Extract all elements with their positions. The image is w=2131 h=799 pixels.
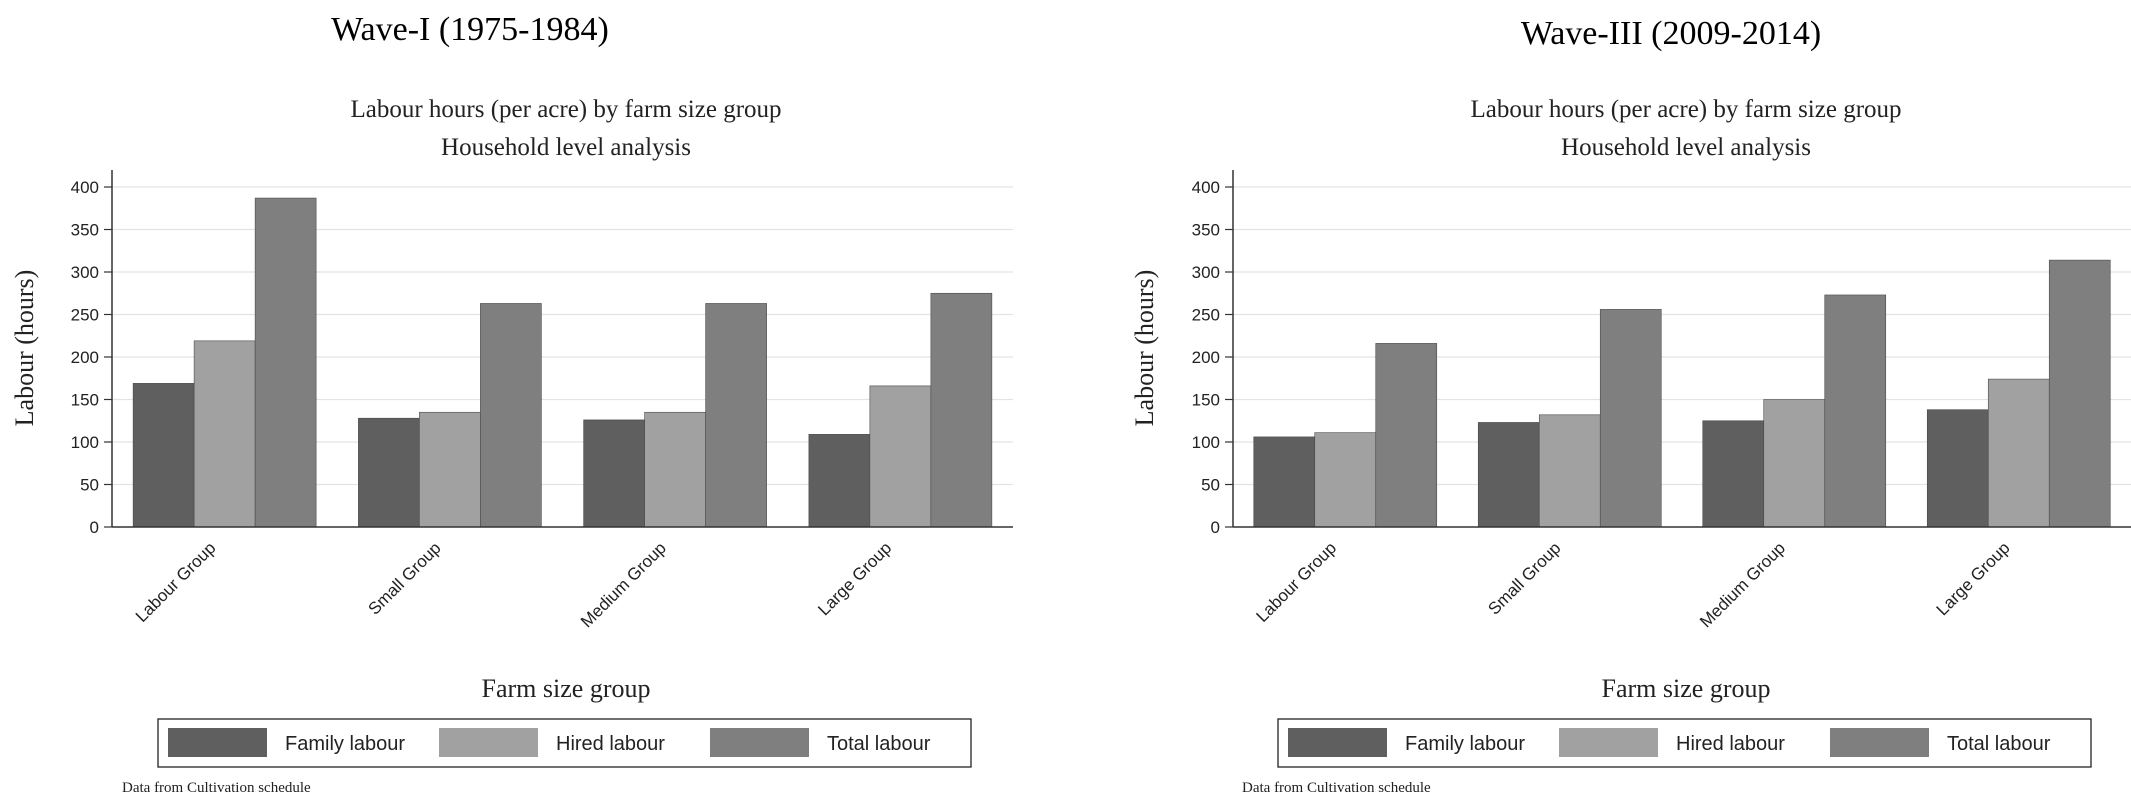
bar-hired-labour <box>1763 399 1826 528</box>
y-tick-label: 50 <box>1201 476 1220 495</box>
panel-wave-1: Wave-I (1975-1984) Labour hours (per acr… <box>10 11 1013 796</box>
y-tick-label: 150 <box>1192 391 1220 410</box>
bar-total-labour <box>1599 309 1662 528</box>
source-note: Data from Cultivation schedule <box>1242 780 1431 796</box>
bar-hired-labour <box>869 385 932 528</box>
legend-label: Total labour <box>827 733 931 755</box>
bar-hired-labour <box>1314 432 1377 528</box>
y-tick-label: 350 <box>1192 221 1220 240</box>
bar-total-labour <box>480 303 542 528</box>
legend: Family labour Hired labour Total labour <box>157 718 972 768</box>
bar-family-labour <box>583 419 645 528</box>
bar-family-labour <box>1477 422 1540 528</box>
x-axis-label: Farm size group <box>1602 674 1771 703</box>
bar-family-labour <box>1253 436 1316 528</box>
y-tick-label: 0 <box>1211 518 1220 537</box>
y-tick-label: 150 <box>71 391 99 410</box>
legend-label: Hired labour <box>1676 733 1785 755</box>
y-tick-label: 400 <box>1192 178 1220 197</box>
legend-label: Family labour <box>1405 733 1525 755</box>
chart-subtitle: Household level analysis <box>441 134 691 161</box>
y-tick-label: 400 <box>71 178 99 197</box>
bar-total-labour <box>705 303 767 528</box>
legend-swatch <box>710 728 809 757</box>
y-tick-label: 300 <box>1192 263 1220 282</box>
y-tick-label: 200 <box>1192 348 1220 367</box>
x-axis-label: Farm size group <box>482 674 651 703</box>
bar-hired-labour <box>193 340 256 528</box>
bar-family-labour <box>1926 409 1989 528</box>
legend: Family labour Hired labour Total labour <box>1277 718 2092 768</box>
bar-family-labour <box>1702 420 1765 528</box>
panel-title: Wave-III (2009-2014) <box>1521 15 1821 52</box>
y-axis-label: Labour (hours) <box>1130 270 1159 427</box>
legend-box <box>1277 718 2092 768</box>
y-tick-label: 50 <box>80 476 99 495</box>
legend-label: Family labour <box>285 733 405 755</box>
legend-label: Total labour <box>1947 733 2051 755</box>
bar-total-labour <box>1824 294 1887 528</box>
chart-subtitle: Household level analysis <box>1561 134 1811 161</box>
bar-hired-labour <box>419 411 481 528</box>
y-tick-label: 200 <box>71 348 99 367</box>
legend-swatch <box>1559 728 1658 757</box>
y-tick-label: 300 <box>71 263 99 282</box>
source-note: Data from Cultivation schedule <box>122 780 311 796</box>
bar-total-labour <box>2048 259 2111 528</box>
y-tick-label: 250 <box>71 306 99 325</box>
chart-title: Labour hours (per acre) by farm size gro… <box>350 96 781 123</box>
bar-hired-labour <box>644 411 706 528</box>
bar-total-labour <box>930 292 993 528</box>
bar-total-labour <box>1375 343 1438 528</box>
bar-hired-labour <box>1538 414 1601 528</box>
y-tick-label: 100 <box>71 433 99 452</box>
bar-family-labour <box>808 434 871 528</box>
bar-family-labour <box>132 383 195 528</box>
y-axis-label: Labour (hours) <box>10 270 39 427</box>
bar-hired-labour <box>1987 378 2050 528</box>
legend-swatch <box>168 728 267 757</box>
legend-swatch <box>1288 728 1387 757</box>
y-tick-label: 0 <box>90 518 99 537</box>
panel-title: Wave-I (1975-1984) <box>331 11 609 48</box>
bar-family-labour <box>358 417 420 528</box>
legend-swatch <box>439 728 538 757</box>
legend-box <box>157 718 972 768</box>
legend-swatch <box>1830 728 1929 757</box>
bar-total-labour <box>254 197 317 528</box>
legend-label: Hired labour <box>556 733 665 755</box>
y-tick-label: 100 <box>1192 433 1220 452</box>
y-tick-label: 250 <box>1192 306 1220 325</box>
y-tick-label: 350 <box>71 221 99 240</box>
chart-title: Labour hours (per acre) by farm size gro… <box>1470 96 1901 123</box>
